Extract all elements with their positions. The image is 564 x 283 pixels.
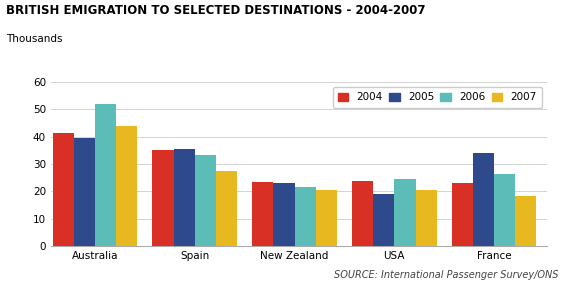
Text: Thousands: Thousands xyxy=(6,34,62,44)
Bar xyxy=(274,183,294,246)
Text: BRITISH EMIGRATION TO SELECTED DESTINATIONS - 2004-2007: BRITISH EMIGRATION TO SELECTED DESTINATI… xyxy=(6,4,425,17)
Text: SOURCE: International Passenger Survey/ONS: SOURCE: International Passenger Survey/O… xyxy=(334,270,558,280)
Bar xyxy=(515,196,536,246)
Bar xyxy=(152,151,174,246)
Bar xyxy=(294,187,316,246)
Bar xyxy=(74,138,95,246)
Bar xyxy=(316,190,337,246)
Bar xyxy=(116,126,138,246)
Bar xyxy=(352,181,373,246)
Bar xyxy=(95,104,116,246)
Bar xyxy=(394,179,416,246)
Bar xyxy=(174,149,195,246)
Bar xyxy=(416,190,437,246)
Bar xyxy=(473,153,494,246)
Bar xyxy=(494,174,515,246)
Bar xyxy=(195,155,216,246)
Bar xyxy=(216,171,237,246)
Bar xyxy=(252,182,274,246)
Bar xyxy=(452,183,473,246)
Bar xyxy=(52,133,74,246)
Bar xyxy=(373,194,394,246)
Legend: 2004, 2005, 2006, 2007: 2004, 2005, 2006, 2007 xyxy=(333,87,542,108)
